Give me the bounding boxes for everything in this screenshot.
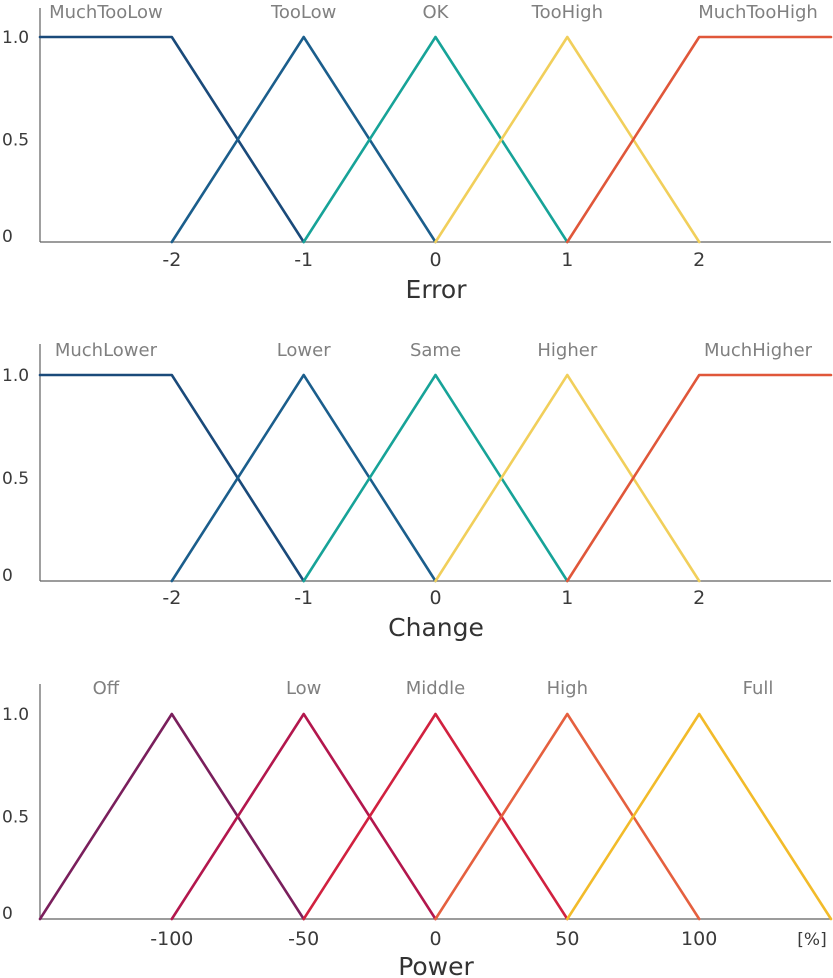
series-label: Middle xyxy=(406,678,465,699)
y-tick-label: 0 xyxy=(2,904,13,924)
series-line-high xyxy=(434,712,701,921)
x-tick-label: -1 xyxy=(294,587,313,609)
series-label: TooLow xyxy=(270,2,336,23)
x-tick-label: -50 xyxy=(288,928,319,950)
chart-panel-error: 0 0.5 1.0 -2 -1 0 1 2 Error MuchTooLow TooLow OK Too… xyxy=(2,2,833,304)
x-axis-label: Power xyxy=(398,952,474,978)
x-tick-label: 1 xyxy=(561,587,573,609)
x-tick-label: 100 xyxy=(681,928,717,950)
series-label: Same xyxy=(410,340,461,361)
series-label: High xyxy=(547,678,588,699)
series-label: MuchHigher xyxy=(704,340,813,361)
series-line-off xyxy=(38,712,306,921)
series-line-higher xyxy=(434,373,701,583)
x-tick-label: 0 xyxy=(429,928,441,950)
series-label: MuchTooLow xyxy=(49,2,163,23)
x-axis-label: Error xyxy=(406,275,468,304)
series-label: Higher xyxy=(537,340,597,361)
y-tick-label: 0.5 xyxy=(2,131,29,151)
series-label: Off xyxy=(93,678,120,699)
series-line-muchtoohigh xyxy=(565,35,833,244)
x-tick-label: 2 xyxy=(693,249,705,271)
series-line-same xyxy=(302,373,569,583)
y-tick-label: 0 xyxy=(2,566,13,586)
series-label: Lower xyxy=(277,340,332,361)
x-tick-label: -2 xyxy=(162,249,181,271)
series-label: OK xyxy=(423,2,450,23)
series-line-low xyxy=(170,712,437,921)
series-line-lower xyxy=(170,373,437,583)
series-line-ok xyxy=(302,35,569,244)
x-unit-label: [%] xyxy=(797,930,826,950)
series-line-toohigh xyxy=(434,35,701,244)
chart-panel-power: 0 0.5 1.0 -100 -50 0 50 100 [%] Power Off Low Middle… xyxy=(2,678,833,978)
series-line-toolow xyxy=(170,35,437,244)
y-tick-label: 0.5 xyxy=(2,469,29,489)
series-label: MuchLower xyxy=(55,340,158,361)
series-line-muchhigher xyxy=(565,373,833,583)
y-tick-label: 0 xyxy=(2,227,13,247)
series-label: MuchTooHigh xyxy=(698,2,818,23)
x-tick-label: -2 xyxy=(162,587,181,609)
x-tick-label: 0 xyxy=(429,249,441,271)
y-tick-label: 1.0 xyxy=(2,705,29,725)
series-label: Full xyxy=(743,678,774,699)
y-tick-label: 1.0 xyxy=(2,28,29,48)
x-tick-label: -1 xyxy=(294,249,313,271)
series-line-muchlower xyxy=(38,373,306,583)
x-tick-label: -100 xyxy=(150,928,193,950)
y-tick-label: 1.0 xyxy=(2,366,29,386)
series-line-full xyxy=(565,712,833,921)
series-line-middle xyxy=(302,712,569,921)
x-tick-label: 50 xyxy=(555,928,579,950)
x-tick-label: 0 xyxy=(429,587,441,609)
x-axis-label: Change xyxy=(388,613,484,642)
chart-panel-change: 0 0.5 1.0 -2 -1 0 1 2 Change MuchLower Lower Same Hi… xyxy=(2,340,833,642)
x-tick-label: 2 xyxy=(693,587,705,609)
series-label: TooHigh xyxy=(531,2,603,23)
y-tick-label: 0.5 xyxy=(2,808,29,828)
series-line-muchtoolow xyxy=(38,35,306,244)
x-tick-label: 1 xyxy=(561,249,573,271)
series-label: Low xyxy=(286,678,321,699)
